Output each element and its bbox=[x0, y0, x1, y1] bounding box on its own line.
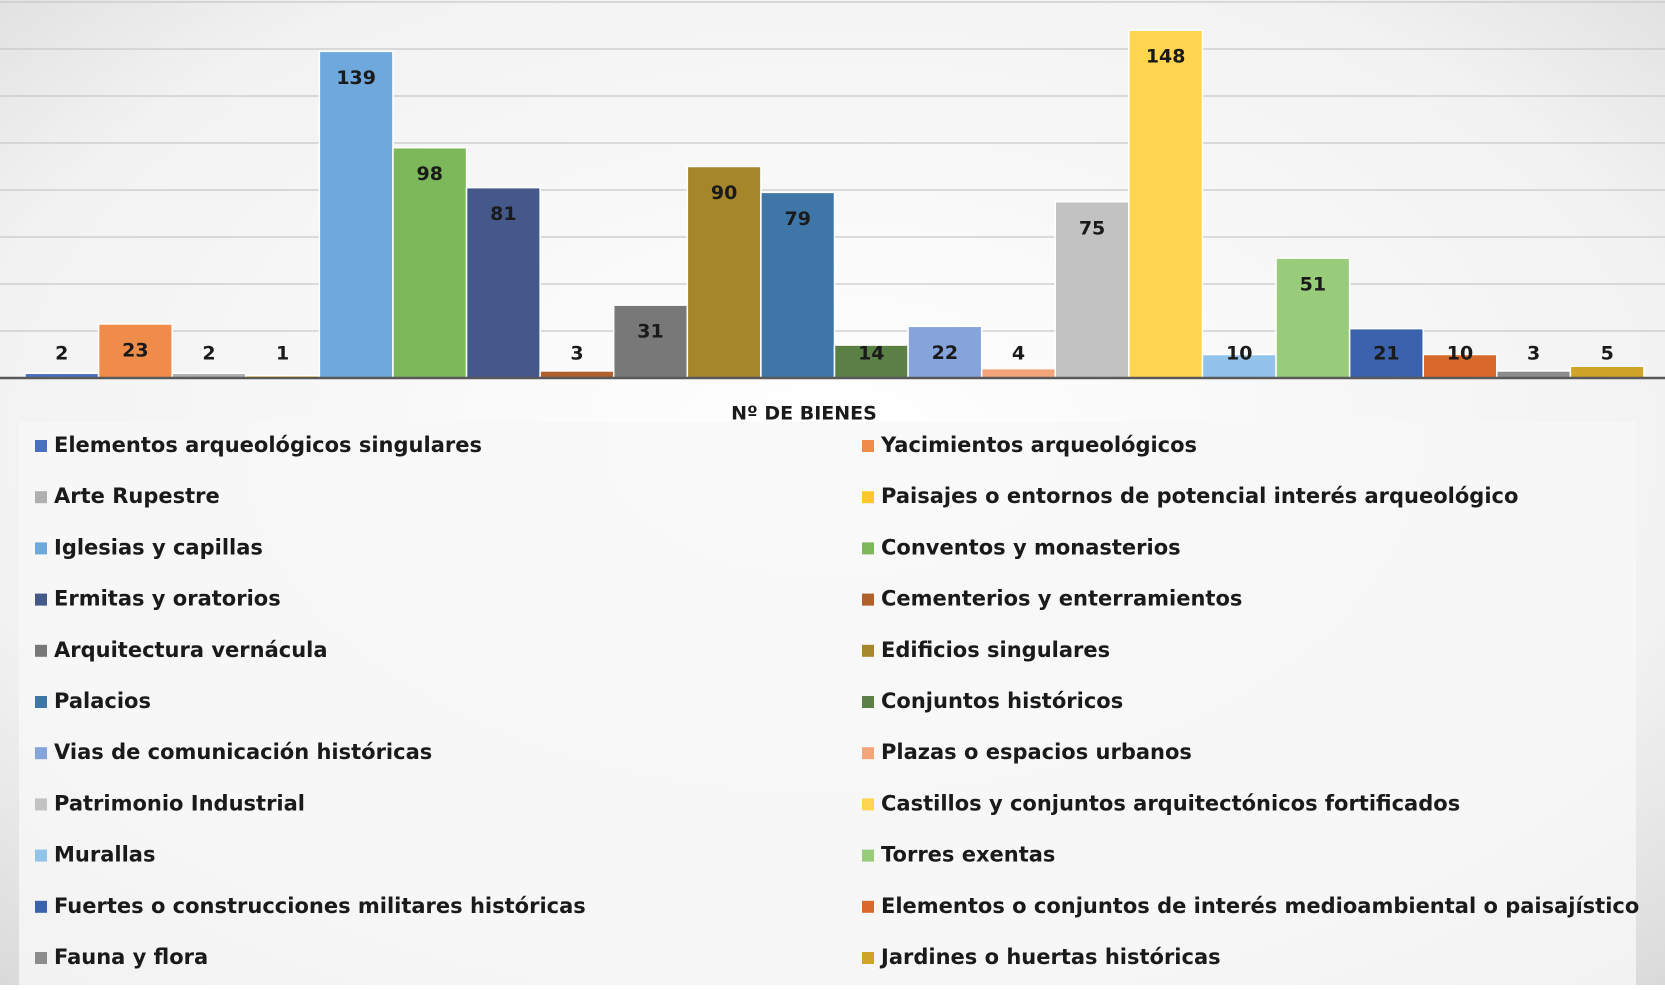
bar bbox=[97, 323, 173, 379]
legend-swatch bbox=[35, 900, 47, 913]
legend-label: Fuertes o construcciones militares histó… bbox=[54, 894, 586, 918]
legend-swatch bbox=[35, 491, 47, 504]
bar bbox=[1275, 257, 1351, 379]
legend-label: Conventos y monasterios bbox=[881, 535, 1181, 559]
legend-swatch bbox=[862, 747, 874, 760]
data-label: 3 bbox=[570, 343, 583, 365]
legend-label: Torres exentas bbox=[881, 843, 1055, 867]
legend-label: Vias de comunicación históricas bbox=[54, 740, 432, 764]
data-label: 2 bbox=[202, 343, 215, 365]
legend-swatch bbox=[35, 644, 47, 657]
legend-swatch bbox=[35, 798, 47, 811]
legend-label: Murallas bbox=[54, 843, 155, 867]
legend-swatch bbox=[35, 849, 47, 862]
data-label: 79 bbox=[784, 208, 810, 230]
data-label: 3 bbox=[1527, 343, 1540, 365]
legend-swatch bbox=[862, 644, 874, 657]
bar bbox=[760, 191, 836, 379]
bar bbox=[980, 367, 1057, 379]
legend-swatch bbox=[35, 696, 47, 708]
legend-label: Arte Rupestre bbox=[54, 484, 220, 508]
legend-panel bbox=[19, 422, 1636, 985]
bar bbox=[1348, 327, 1424, 379]
legend-label: Jardines o huertas históricas bbox=[879, 945, 1221, 969]
legend-label: Ermitas y oratorios bbox=[54, 587, 281, 611]
data-label: 22 bbox=[932, 342, 958, 364]
data-label: 2 bbox=[55, 343, 68, 365]
x-category-label: Nº DE BIENES bbox=[731, 403, 877, 425]
legend-swatch bbox=[862, 491, 874, 504]
legend-label: Patrimonio Industrial bbox=[54, 791, 305, 815]
legend-label: Paisajes o entornos de potencial interés… bbox=[881, 484, 1518, 508]
legend-label: Yacimientos arqueológicos bbox=[880, 433, 1197, 457]
legend-swatch bbox=[862, 900, 874, 913]
legend-swatch bbox=[862, 696, 874, 708]
legend-swatch bbox=[862, 593, 874, 606]
data-label: 4 bbox=[1012, 343, 1025, 365]
legend-label: Fauna y flora bbox=[54, 945, 208, 969]
legend-label: Arquitectura vernácula bbox=[54, 638, 328, 662]
legend-label: Elementos arqueológicos singulares bbox=[54, 433, 482, 457]
bar bbox=[465, 186, 541, 379]
bar bbox=[392, 146, 468, 379]
legend-swatch bbox=[862, 952, 874, 964]
data-label: 10 bbox=[1226, 343, 1252, 365]
data-label: 31 bbox=[637, 321, 663, 343]
legend-swatch bbox=[35, 542, 47, 555]
legend-swatch bbox=[862, 440, 874, 452]
legend-label: Edificios singulares bbox=[881, 638, 1110, 662]
bar bbox=[1128, 29, 1204, 379]
legend-swatch bbox=[862, 849, 874, 862]
legend-swatch bbox=[35, 593, 47, 606]
bar bbox=[1569, 365, 1645, 379]
legend-label: Castillos y conjuntos arquitectónicos fo… bbox=[881, 791, 1460, 815]
data-label: 21 bbox=[1373, 343, 1399, 365]
legend-swatch bbox=[862, 542, 874, 555]
legend-swatch bbox=[35, 952, 47, 964]
legend-label: Elementos o conjuntos de interés medioam… bbox=[881, 894, 1639, 918]
bar bbox=[318, 50, 394, 379]
legend-label: Palacios bbox=[54, 689, 151, 713]
data-label: 81 bbox=[490, 203, 516, 225]
data-label: 51 bbox=[1300, 274, 1326, 296]
legend-label: Iglesias y capillas bbox=[54, 535, 263, 559]
legend-swatch bbox=[862, 798, 874, 811]
bar bbox=[686, 165, 762, 379]
data-label: 23 bbox=[122, 339, 148, 361]
legend-swatch bbox=[35, 440, 47, 452]
legend-label: Plazas o espacios urbanos bbox=[881, 740, 1192, 764]
data-label: 98 bbox=[417, 163, 443, 185]
data-label: 10 bbox=[1447, 343, 1473, 365]
data-label: 14 bbox=[858, 343, 884, 365]
bar bbox=[1054, 201, 1130, 379]
data-label: 1 bbox=[276, 343, 289, 365]
legend-swatch bbox=[35, 747, 47, 760]
bar bbox=[833, 344, 909, 379]
legend-label: Conjuntos históricos bbox=[881, 689, 1123, 713]
data-label: 148 bbox=[1146, 46, 1186, 68]
legend-label: Cementerios y enterramientos bbox=[881, 587, 1242, 611]
data-label: 75 bbox=[1079, 217, 1105, 239]
data-label: 139 bbox=[336, 67, 376, 89]
data-label: 5 bbox=[1601, 343, 1614, 365]
data-label: 90 bbox=[711, 182, 737, 204]
